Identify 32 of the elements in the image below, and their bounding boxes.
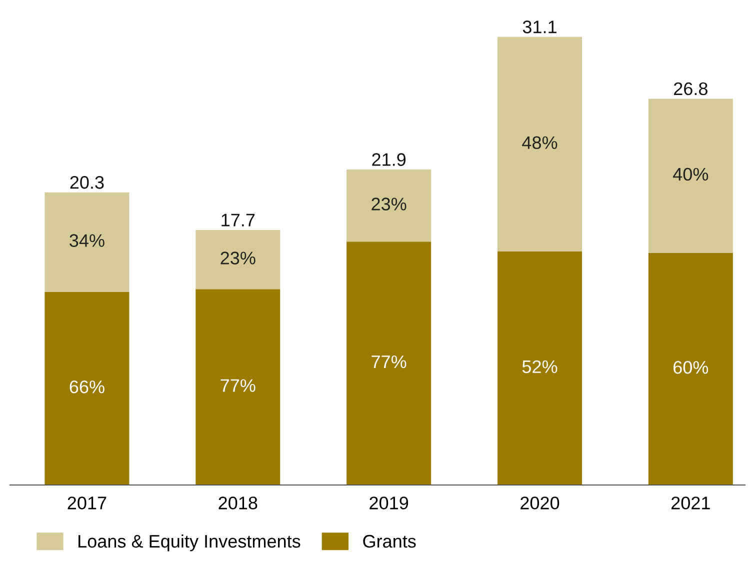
annotation: 21.9 <box>372 153 406 166</box>
x-tick-label: 2021 <box>671 496 710 510</box>
bar <box>346 170 432 242</box>
annotation: 52% <box>522 360 558 374</box>
x-tick-label: 2018 <box>218 496 258 510</box>
bar <box>196 289 280 485</box>
x-tick-label: 2017 <box>68 496 106 510</box>
annotation: 34% <box>70 234 104 247</box>
x-tick-label: 2020 <box>520 496 560 510</box>
bar <box>648 98 733 253</box>
bar <box>196 230 280 290</box>
annotation: 23% <box>372 198 406 210</box>
legend-label: Loans & Equity Investments <box>78 534 300 552</box>
text: 31.1 <box>522 20 556 34</box>
annotation: 48% <box>522 136 558 150</box>
bar <box>497 36 582 252</box>
annotation: 60% <box>674 361 708 374</box>
legend-label: Grants <box>363 534 416 548</box>
annotation: 77% <box>372 355 406 368</box>
bar <box>648 252 733 485</box>
bar <box>346 242 432 485</box>
annotation: 77% <box>220 379 256 392</box>
annotation: 66% <box>70 380 104 394</box>
annotation: 23% <box>220 252 256 264</box>
annotation: 20.3 <box>70 176 104 189</box>
bar <box>44 292 130 485</box>
bar <box>44 192 130 292</box>
bar <box>497 252 582 485</box>
annotation: 17.7 <box>222 214 255 226</box>
annotation: 26.8 <box>674 82 708 96</box>
x-tick-label: 2019 <box>370 496 408 510</box>
annotation: 40% <box>673 168 708 181</box>
